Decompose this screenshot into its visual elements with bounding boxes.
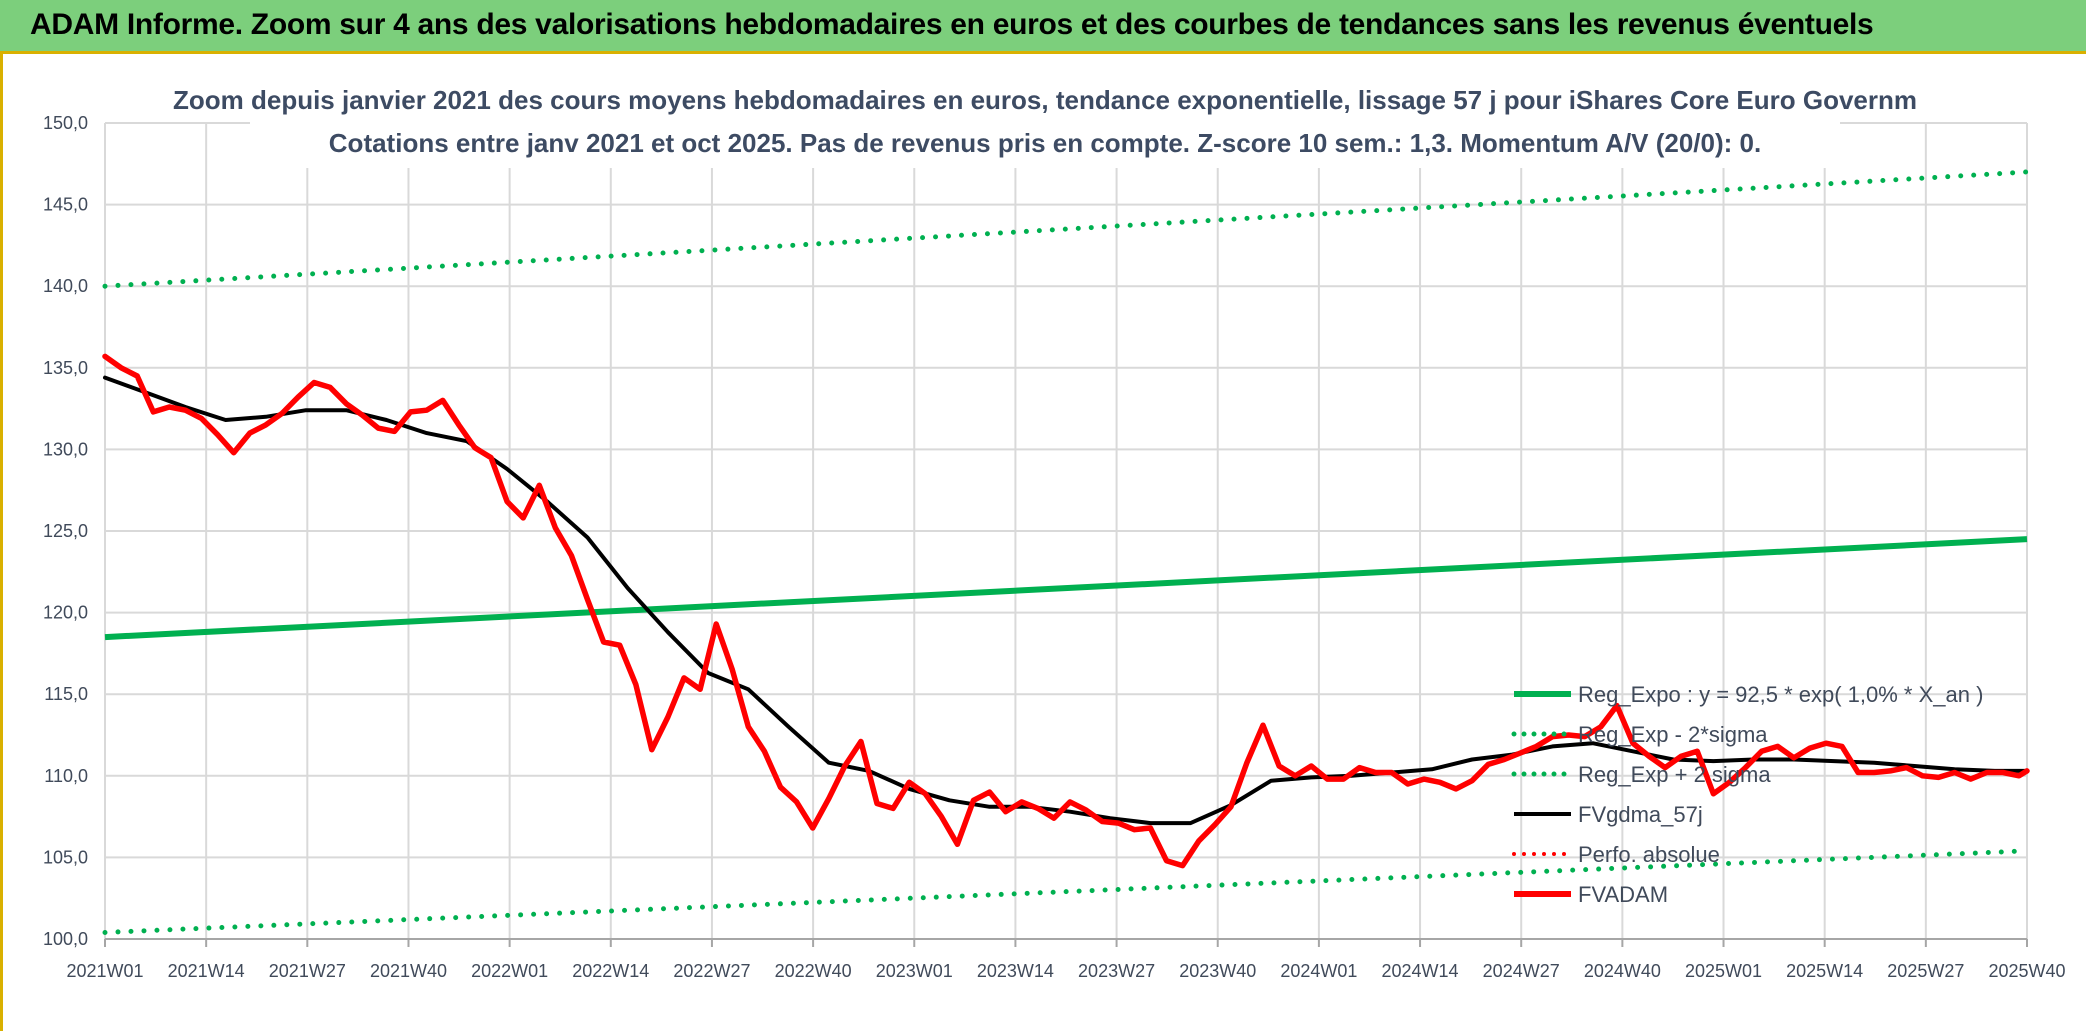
report-title: ADAM Informe. Zoom sur 4 ans des valoris… bbox=[30, 8, 1874, 41]
y-tick-label: 105,0 bbox=[43, 847, 88, 867]
series-reg-exp-plus-2-sigma bbox=[102, 169, 2030, 289]
x-tick-label: 2025W27 bbox=[1887, 961, 1964, 981]
y-tick-label: 100,0 bbox=[43, 929, 88, 949]
chart-subtitle: Cotations entre janv 2021 et oct 2025. P… bbox=[329, 128, 1761, 158]
x-tick-label: 2022W40 bbox=[775, 961, 852, 981]
x-tick-label: 2022W27 bbox=[673, 961, 750, 981]
series-fvadam bbox=[102, 353, 2030, 869]
grid-lines bbox=[104, 122, 2028, 940]
y-tick-label: 110,0 bbox=[44, 766, 88, 786]
legend-fvadam-label: FVADAM bbox=[1578, 882, 1668, 907]
x-tick-label: 2024W01 bbox=[1280, 961, 1357, 981]
x-tick-label: 2023W27 bbox=[1078, 961, 1155, 981]
title-background bbox=[250, 78, 1840, 168]
y-tick-label: 125,0 bbox=[43, 521, 88, 541]
y-tick-label: 150,0 bbox=[43, 113, 88, 133]
x-tick-label: 2021W40 bbox=[370, 961, 447, 981]
x-tick-label: 2022W01 bbox=[471, 961, 548, 981]
chart-title: Zoom depuis janvier 2021 des cours moyen… bbox=[173, 85, 1917, 115]
y-tick-label: 140,0 bbox=[43, 276, 88, 296]
chart-frame bbox=[0, 54, 2086, 1031]
x-tick-label: 2021W27 bbox=[269, 961, 346, 981]
legend-perfo-absolue-label: Perfo. absolue bbox=[1578, 842, 1720, 867]
series-fvgdma-57j bbox=[103, 375, 2029, 826]
x-tick-label: 2023W14 bbox=[977, 961, 1054, 981]
legend-reg-expo-label: Reg_Expo : y = 92,5 * exp( 1,0% * X_an ) bbox=[1578, 682, 1983, 707]
report-header: ADAM Informe. Zoom sur 4 ans des valoris… bbox=[0, 0, 2086, 54]
series-reg-exp-minus-2-sigma bbox=[102, 848, 2030, 935]
legend: Reg_Expo : y = 92,5 * exp( 1,0% * X_an )… bbox=[1511, 682, 1983, 907]
x-tick-label: 2025W14 bbox=[1786, 961, 1863, 981]
x-tick-label: 2022W14 bbox=[572, 961, 649, 981]
x-tick-label: 2024W14 bbox=[1382, 961, 1459, 981]
x-tick-label: 2023W01 bbox=[876, 961, 953, 981]
series-reg-expo bbox=[104, 536, 2028, 641]
legend-reg-exp-plus-2-sigma-label: Reg_Exp + 2 sigma bbox=[1578, 762, 1771, 787]
y-tick-label: 130,0 bbox=[43, 439, 88, 459]
x-tick-label: 2025W40 bbox=[1988, 961, 2065, 981]
legend-fvgdma-57j-label: FVgdma_57j bbox=[1578, 802, 1703, 827]
x-tick-label: 2021W14 bbox=[168, 961, 245, 981]
y-axis: 100,0 105,0 110,0 115,0 120,0 125,0 130,0 135,0… bbox=[43, 113, 88, 949]
x-tick-label: 2021W01 bbox=[66, 961, 143, 981]
y-tick-label: 120,0 bbox=[43, 603, 88, 623]
y-tick-label: 115,0 bbox=[44, 684, 88, 704]
x-tick-label: 2024W27 bbox=[1483, 961, 1560, 981]
series-lines bbox=[102, 169, 2030, 935]
x-tick-label: 2023W40 bbox=[1179, 961, 1256, 981]
x-axis: 2021W01 2021W14 2021W27 2021W40 2022W01 2022W… bbox=[66, 938, 2066, 981]
y-tick-label: 135,0 bbox=[43, 358, 88, 378]
x-tick-label: 2025W01 bbox=[1685, 961, 1762, 981]
y-tick-label: 145,0 bbox=[43, 195, 88, 215]
x-tick-label: 2024W40 bbox=[1584, 961, 1661, 981]
legend-reg-exp-minus-2-sigma-label: Reg_Exp - 2*sigma bbox=[1578, 722, 1768, 747]
